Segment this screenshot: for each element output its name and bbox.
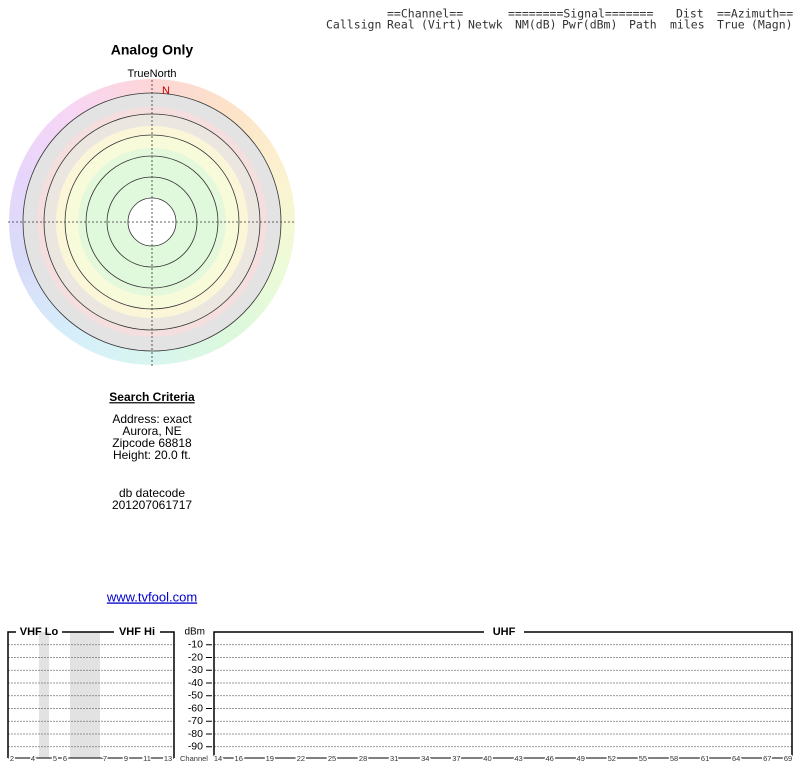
vhf-frame bbox=[7, 631, 175, 758]
channel-label: 19 bbox=[266, 754, 274, 763]
channel-label: 55 bbox=[639, 754, 647, 763]
unit-label: dBm bbox=[184, 627, 205, 638]
y-tick-label: -40 bbox=[188, 677, 203, 689]
column-group: ==Channel== bbox=[387, 7, 463, 21]
criteria-heading: Search Criteria bbox=[109, 390, 195, 404]
column-group: Dist bbox=[676, 7, 704, 21]
channel-label: 14 bbox=[214, 754, 222, 763]
y-tick-label: -50 bbox=[188, 690, 203, 702]
channel-label: 2 bbox=[10, 754, 14, 763]
map-title: Analog Only bbox=[111, 42, 194, 58]
channel-label: 64 bbox=[732, 754, 740, 763]
channel-label: 61 bbox=[701, 754, 709, 763]
criteria-line: Height: 20.0 ft. bbox=[113, 448, 191, 462]
channel-label: 25 bbox=[328, 754, 336, 763]
channel-label: 31 bbox=[390, 754, 398, 763]
column-header: Pwr(dBm) bbox=[562, 18, 617, 32]
band-label: UHF bbox=[493, 626, 516, 638]
criteria-line: Address: exact bbox=[112, 412, 192, 426]
channel-label: 58 bbox=[670, 754, 678, 763]
uhf-frame bbox=[213, 631, 793, 758]
spectrum: VHF Lo VHF Hi UHF dBm Channel bbox=[7, 626, 793, 764]
channel-label: 13 bbox=[164, 754, 172, 763]
channel-label: 11 bbox=[143, 754, 151, 763]
band-shade bbox=[39, 632, 49, 758]
criteria-line: Aurora, NE bbox=[122, 424, 181, 438]
column-header: (Magn) bbox=[751, 18, 793, 32]
criteria-line: Zipcode 68818 bbox=[112, 436, 192, 450]
band-label: VHF Hi bbox=[119, 626, 155, 638]
column-header: miles bbox=[670, 18, 705, 32]
channel-label: 9 bbox=[124, 754, 128, 763]
column-group: ==Azimuth== bbox=[717, 7, 793, 21]
channel-label: 28 bbox=[359, 754, 367, 763]
y-tick-label: -60 bbox=[188, 702, 203, 714]
y-tick-label: -20 bbox=[188, 651, 203, 663]
column-header: Callsign bbox=[326, 18, 381, 32]
datecode-label: db datecode bbox=[119, 486, 185, 500]
polar-plot bbox=[8, 80, 296, 366]
y-tick-label: -90 bbox=[188, 741, 203, 753]
channel-label: 46 bbox=[545, 754, 553, 763]
y-tick-label: -80 bbox=[188, 728, 203, 740]
column-group: ========Signal======= bbox=[508, 7, 653, 21]
channel-label: 7 bbox=[103, 754, 107, 763]
channel-label: 37 bbox=[452, 754, 460, 763]
column-header: Real bbox=[387, 18, 415, 32]
column-header: NM(dB) bbox=[515, 18, 557, 32]
column-header: (Virt) bbox=[421, 18, 463, 32]
band-shade bbox=[70, 632, 100, 758]
channel-label: 16 bbox=[235, 754, 243, 763]
channel-label: 69 bbox=[784, 754, 792, 763]
datecode: 201207061717 bbox=[112, 498, 192, 512]
band-label: VHF Lo bbox=[20, 626, 59, 638]
column-header: Path bbox=[629, 18, 657, 32]
channel-label: 49 bbox=[577, 754, 585, 763]
channel-label: 67 bbox=[763, 754, 771, 763]
channel-label: 52 bbox=[608, 754, 616, 763]
y-tick-label: -70 bbox=[188, 715, 203, 727]
channel-label: 40 bbox=[483, 754, 491, 763]
column-header: True bbox=[717, 18, 745, 32]
site-link[interactable]: www.tvfool.com bbox=[106, 589, 197, 604]
channel-label: 4 bbox=[31, 754, 35, 763]
y-tick-label: -30 bbox=[188, 664, 203, 676]
channel-label: 5 bbox=[53, 754, 57, 763]
north-marker: N bbox=[162, 85, 170, 97]
channel-label: 22 bbox=[297, 754, 305, 763]
channel-label: 6 bbox=[63, 754, 67, 763]
channel-label: Channel bbox=[180, 754, 208, 763]
channel-label: 34 bbox=[421, 754, 429, 763]
column-header: Netwk bbox=[468, 18, 503, 32]
y-tick-label: -10 bbox=[188, 639, 203, 651]
channel-label: 43 bbox=[514, 754, 522, 763]
north-label: TrueNorth bbox=[127, 68, 176, 80]
